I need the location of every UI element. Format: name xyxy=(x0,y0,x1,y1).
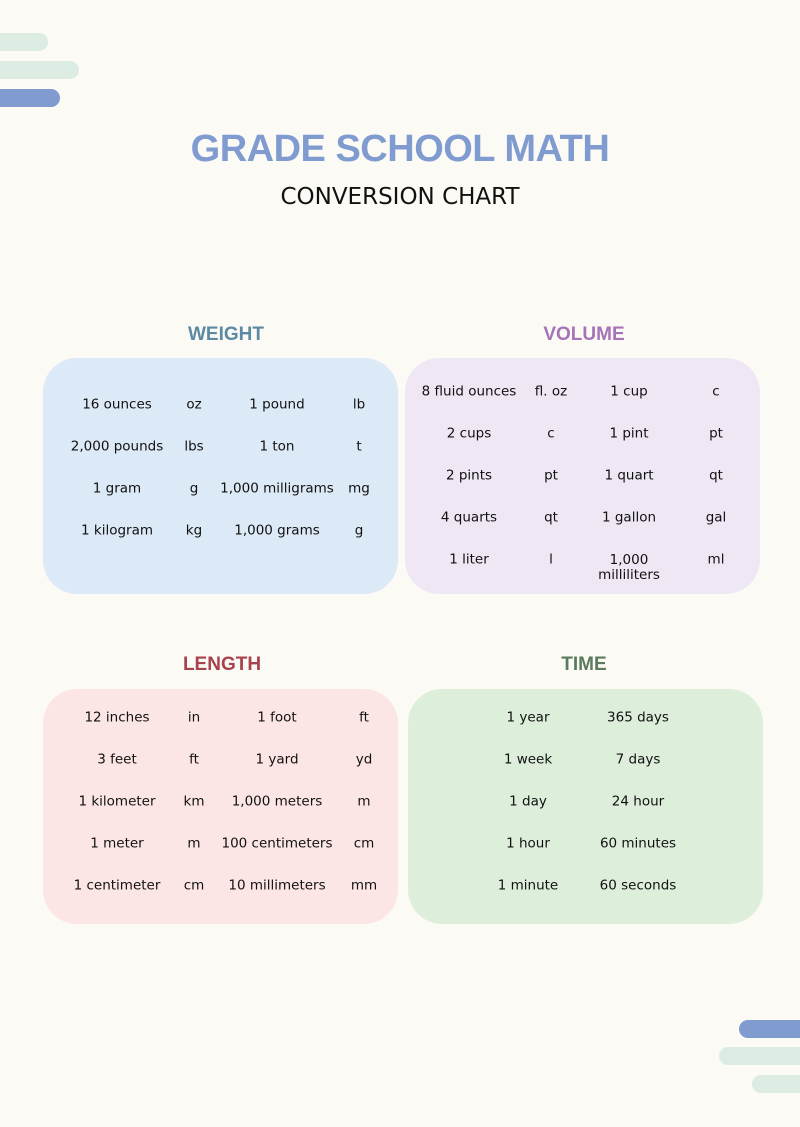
weight-cell: lb xyxy=(352,396,366,413)
volume-cell: fl. oz xyxy=(534,383,568,400)
weight-cell: kg xyxy=(185,522,203,539)
length-cell: 1 meter xyxy=(90,835,144,852)
weight-cell: 1 ton xyxy=(259,438,295,455)
decor-bar xyxy=(0,61,79,79)
volume-heading: VOLUME xyxy=(543,324,625,345)
volume-cell: c xyxy=(547,425,555,442)
volume-cell: pt xyxy=(709,425,723,442)
weight-cell: 1 kilogram xyxy=(80,522,154,539)
weight-cell: oz xyxy=(186,396,202,413)
length-cell: 1,000 meters xyxy=(231,793,323,810)
weight-heading: WEIGHT xyxy=(188,324,264,345)
volume-cell: 1 cup xyxy=(610,383,648,400)
volume-cell: 1 gallon xyxy=(601,509,657,526)
decor-bar xyxy=(719,1047,800,1065)
volume-cell: pt xyxy=(544,467,558,484)
time-cell: 24 hour xyxy=(611,793,665,810)
length-cell: ft xyxy=(359,709,369,726)
decor-bar xyxy=(739,1020,800,1038)
weight-cell: g xyxy=(189,480,199,497)
time-cell: 60 minutes xyxy=(599,835,677,852)
length-table: 12 inches in 1 foot ft 3 feet ft 1 yard yd 1 kil… xyxy=(43,689,398,924)
volume-cell: c xyxy=(712,383,720,400)
weight-cell: 16 ounces xyxy=(82,396,152,413)
length-cell: m xyxy=(357,793,371,810)
length-cell: km xyxy=(183,793,205,810)
weight-cell: 2,000 pounds xyxy=(70,438,164,455)
weight-cell: lbs xyxy=(184,438,204,455)
time-cell: 1 hour xyxy=(506,835,550,852)
time-cell: 7 days xyxy=(615,751,661,768)
length-cell: 1 foot xyxy=(257,709,297,726)
length-cell: 1 yard xyxy=(255,751,299,768)
volume-cell: 1,000 milliliters xyxy=(598,552,660,583)
volume-cell: 1 pint xyxy=(609,425,649,442)
time-cell: 365 days xyxy=(607,709,669,726)
length-cell: mm xyxy=(350,877,378,894)
volume-cell: 1 liter xyxy=(449,551,489,568)
decor-bar xyxy=(0,33,48,51)
volume-cell: 1 quart xyxy=(604,467,654,484)
time-cell: 1 minute xyxy=(497,877,559,894)
weight-table: 16 ounces oz 1 pound lb 2,000 pounds lbs 1 ton… xyxy=(43,358,398,594)
length-heading: LENGTH xyxy=(182,654,262,675)
page-subtitle: CONVERSION CHART xyxy=(280,184,520,210)
length-cell: yd xyxy=(355,751,373,768)
length-cell: ft xyxy=(189,751,199,768)
volume-cell: 2 cups xyxy=(446,425,492,442)
volume-cell: qt xyxy=(709,467,723,484)
length-cell: m xyxy=(187,835,201,852)
length-cell: 12 inches xyxy=(84,709,150,726)
length-cell: 10 millimeters xyxy=(228,877,326,894)
weight-cell: 1,000 grams xyxy=(234,522,320,539)
weight-cell: mg xyxy=(348,480,370,497)
length-cell: in xyxy=(187,709,201,726)
length-cell: 100 centimeters xyxy=(221,835,333,852)
length-cell: 1 centimeter xyxy=(73,877,161,894)
weight-cell: 1,000 milligrams xyxy=(220,480,334,497)
length-cell: 3 feet xyxy=(97,751,137,768)
volume-cell: ml xyxy=(707,551,725,568)
length-cell: cm xyxy=(183,877,205,894)
page-title: GRADE SCHOOL MATH xyxy=(190,128,610,170)
time-table: 1 year 365 days 1 week 7 days 1 day 24 hour 1 … xyxy=(408,689,763,924)
weight-cell: 1 pound xyxy=(249,396,305,413)
volume-table: 8 fluid ounces fl. oz 1 cup c 2 cups c 1 pint p… xyxy=(405,358,760,594)
length-cell: 1 kilometer xyxy=(78,793,156,810)
volume-cell: qt xyxy=(544,509,558,526)
time-cell: 1 day xyxy=(509,793,547,810)
decor-bar xyxy=(0,89,60,107)
volume-cell: gal xyxy=(705,509,727,526)
volume-cell: 2 pints xyxy=(445,467,493,484)
time-cell: 1 week xyxy=(503,751,553,768)
weight-cell: g xyxy=(354,522,364,539)
time-cell: 60 seconds xyxy=(599,877,677,894)
volume-cell: 4 quarts xyxy=(440,509,498,526)
time-cell: 1 year xyxy=(506,709,550,726)
length-cell: cm xyxy=(353,835,375,852)
volume-cell: l xyxy=(549,551,553,568)
volume-cell: 8 fluid ounces xyxy=(421,383,517,400)
time-heading: TIME xyxy=(561,654,607,675)
weight-cell: 1 gram xyxy=(92,480,142,497)
weight-cell: t xyxy=(356,438,362,455)
decor-bar xyxy=(752,1075,800,1093)
